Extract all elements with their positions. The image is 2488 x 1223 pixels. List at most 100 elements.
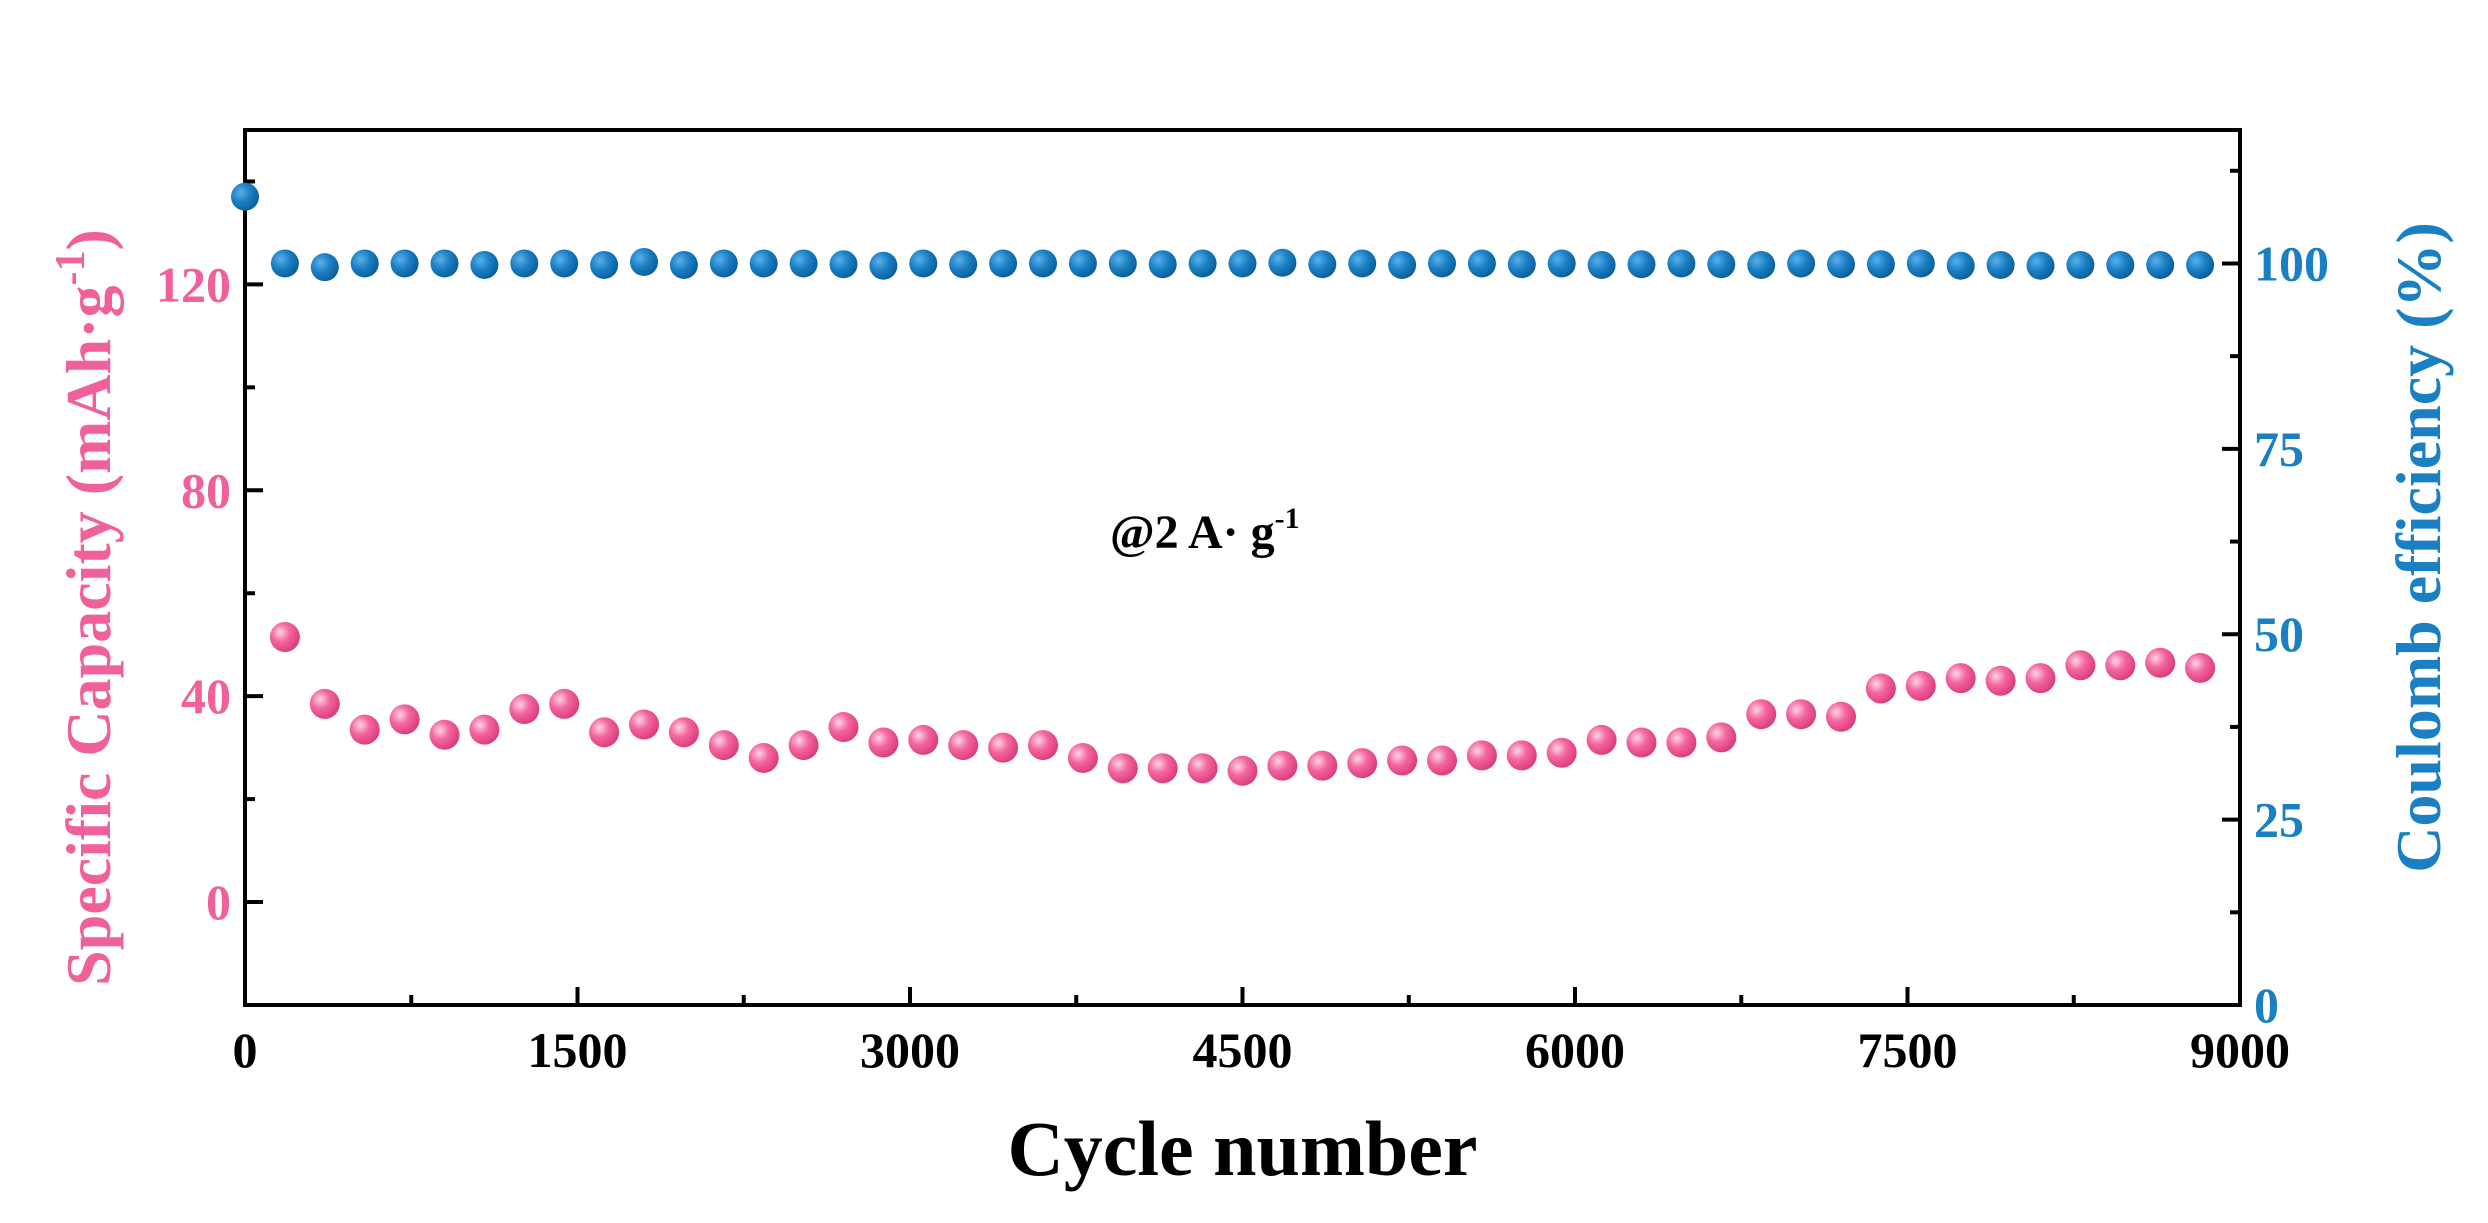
- efficiency-point: [2026, 251, 2055, 280]
- annotation-base: @2 A· g: [1110, 506, 1275, 559]
- capacity-point: [1586, 724, 1617, 755]
- y2-tick-label: 25: [2254, 792, 2304, 848]
- efficiency-point: [2106, 250, 2135, 279]
- capacity-point: [1427, 745, 1457, 776]
- y2-tick-label: 75: [2254, 421, 2304, 477]
- y-axis-title-base: Specific Capacity (mAh·g: [53, 285, 124, 985]
- efficiency-point: [749, 249, 778, 278]
- efficiency-point: [1029, 249, 1057, 278]
- y-axis-title-sup: -1: [48, 250, 94, 285]
- capacity-point: [1826, 701, 1856, 732]
- efficiency-point: [1627, 250, 1656, 279]
- efficiency-point: [1148, 250, 1177, 279]
- efficiency-point: [1467, 249, 1496, 278]
- efficiency-point: [1388, 250, 1417, 279]
- efficiency-point: [630, 247, 658, 276]
- x-tick-label: 0: [233, 1022, 258, 1078]
- y-tick-label: 0: [206, 874, 231, 930]
- efficiency-point: [709, 249, 738, 278]
- capacity-point: [828, 712, 859, 743]
- capacity-point: [1546, 737, 1577, 768]
- efficiency-point: [1428, 249, 1456, 278]
- efficiency-point: [1348, 249, 1377, 278]
- capacity-point: [1706, 722, 1737, 753]
- capacity-point: [309, 688, 340, 719]
- efficiency-point: [1068, 249, 1097, 278]
- capacity-point: [1466, 740, 1497, 771]
- y-tick-label: 120: [156, 256, 231, 312]
- x-tick-label: 4500: [1193, 1022, 1293, 1078]
- efficiency-point: [350, 249, 379, 278]
- y-tick-label: 80: [181, 462, 231, 518]
- efficiency-point: [270, 249, 299, 278]
- capacity-point: [269, 621, 300, 652]
- efficiency-point: [470, 250, 499, 279]
- current-density-annotation: @2 A· g-1: [1110, 502, 1300, 559]
- capacity-point: [349, 714, 380, 745]
- capacity-point: [1746, 699, 1777, 730]
- efficiency-point: [1946, 251, 1975, 280]
- efficiency-point: [1906, 249, 1935, 278]
- efficiency-point: [2146, 250, 2175, 279]
- efficiency-point: [2186, 250, 2215, 279]
- capacity-point: [1107, 753, 1138, 784]
- y-tick-label: 40: [181, 668, 231, 724]
- x-tick-label: 9000: [2190, 1022, 2290, 1078]
- annotation-sup: -1: [1275, 502, 1300, 535]
- y-axis-title: Specific Capacity (mAh·g-1): [48, 229, 124, 986]
- capacity-point: [1347, 748, 1378, 779]
- y2-axis-title: Coulomb efficiency (%): [2383, 222, 2454, 873]
- capacity-point: [788, 730, 819, 761]
- x-tick-label: 3000: [860, 1022, 960, 1078]
- efficiency-point: [1108, 249, 1137, 278]
- capacity-point: [469, 714, 500, 745]
- capacity-point: [1147, 753, 1178, 784]
- capacity-point: [1666, 727, 1697, 758]
- capacity-point: [2185, 652, 2216, 683]
- capacity-point: [629, 709, 659, 740]
- capacity-point: [509, 694, 540, 725]
- efficiency-point: [1667, 249, 1696, 278]
- efficiency-point: [1707, 250, 1736, 279]
- efficiency-point: [1587, 250, 1616, 279]
- efficiency-point: [869, 251, 898, 280]
- efficiency-point: [231, 182, 259, 211]
- x-tick-label: 1500: [528, 1022, 628, 1078]
- capacity-point: [1626, 727, 1657, 758]
- capacity-point: [429, 719, 460, 750]
- y2-tick-label: 50: [2254, 606, 2304, 662]
- x-tick-label: 7500: [1858, 1022, 1958, 1078]
- efficiency-point: [1787, 249, 1816, 278]
- capacity-point: [1786, 699, 1817, 730]
- efficiency-point: [1268, 248, 1297, 277]
- capacity-point: [1905, 670, 1936, 701]
- efficiency-point: [430, 249, 459, 278]
- efficiency-point: [1228, 249, 1257, 278]
- capacity-point: [908, 724, 939, 755]
- efficiency-point: [2066, 250, 2095, 279]
- efficiency-point: [829, 250, 858, 279]
- efficiency-point: [949, 250, 978, 279]
- capacity-point: [1985, 665, 2016, 696]
- efficiency-point: [1747, 250, 1776, 279]
- capacity-point: [1267, 750, 1298, 781]
- efficiency-point: [989, 249, 1018, 278]
- y2-tick-label: 100: [2254, 235, 2329, 291]
- capacity-point: [748, 742, 779, 773]
- capacity-point: [2105, 650, 2136, 681]
- x-tick-label: 6000: [1525, 1022, 1625, 1078]
- x-axis-title: Cycle number: [1007, 1105, 1477, 1192]
- capacity-point: [1945, 663, 1976, 694]
- efficiency-point: [510, 249, 539, 278]
- capacity-point: [2065, 650, 2096, 681]
- y-axis-title-close: ): [53, 229, 124, 250]
- efficiency-point: [1866, 250, 1895, 279]
- efficiency-point: [550, 249, 579, 278]
- efficiency-point: [789, 249, 818, 278]
- efficiency-point: [1547, 249, 1576, 278]
- capacity-point: [1067, 742, 1098, 773]
- capacity-point: [2025, 663, 2056, 694]
- capacity-point: [988, 732, 1019, 763]
